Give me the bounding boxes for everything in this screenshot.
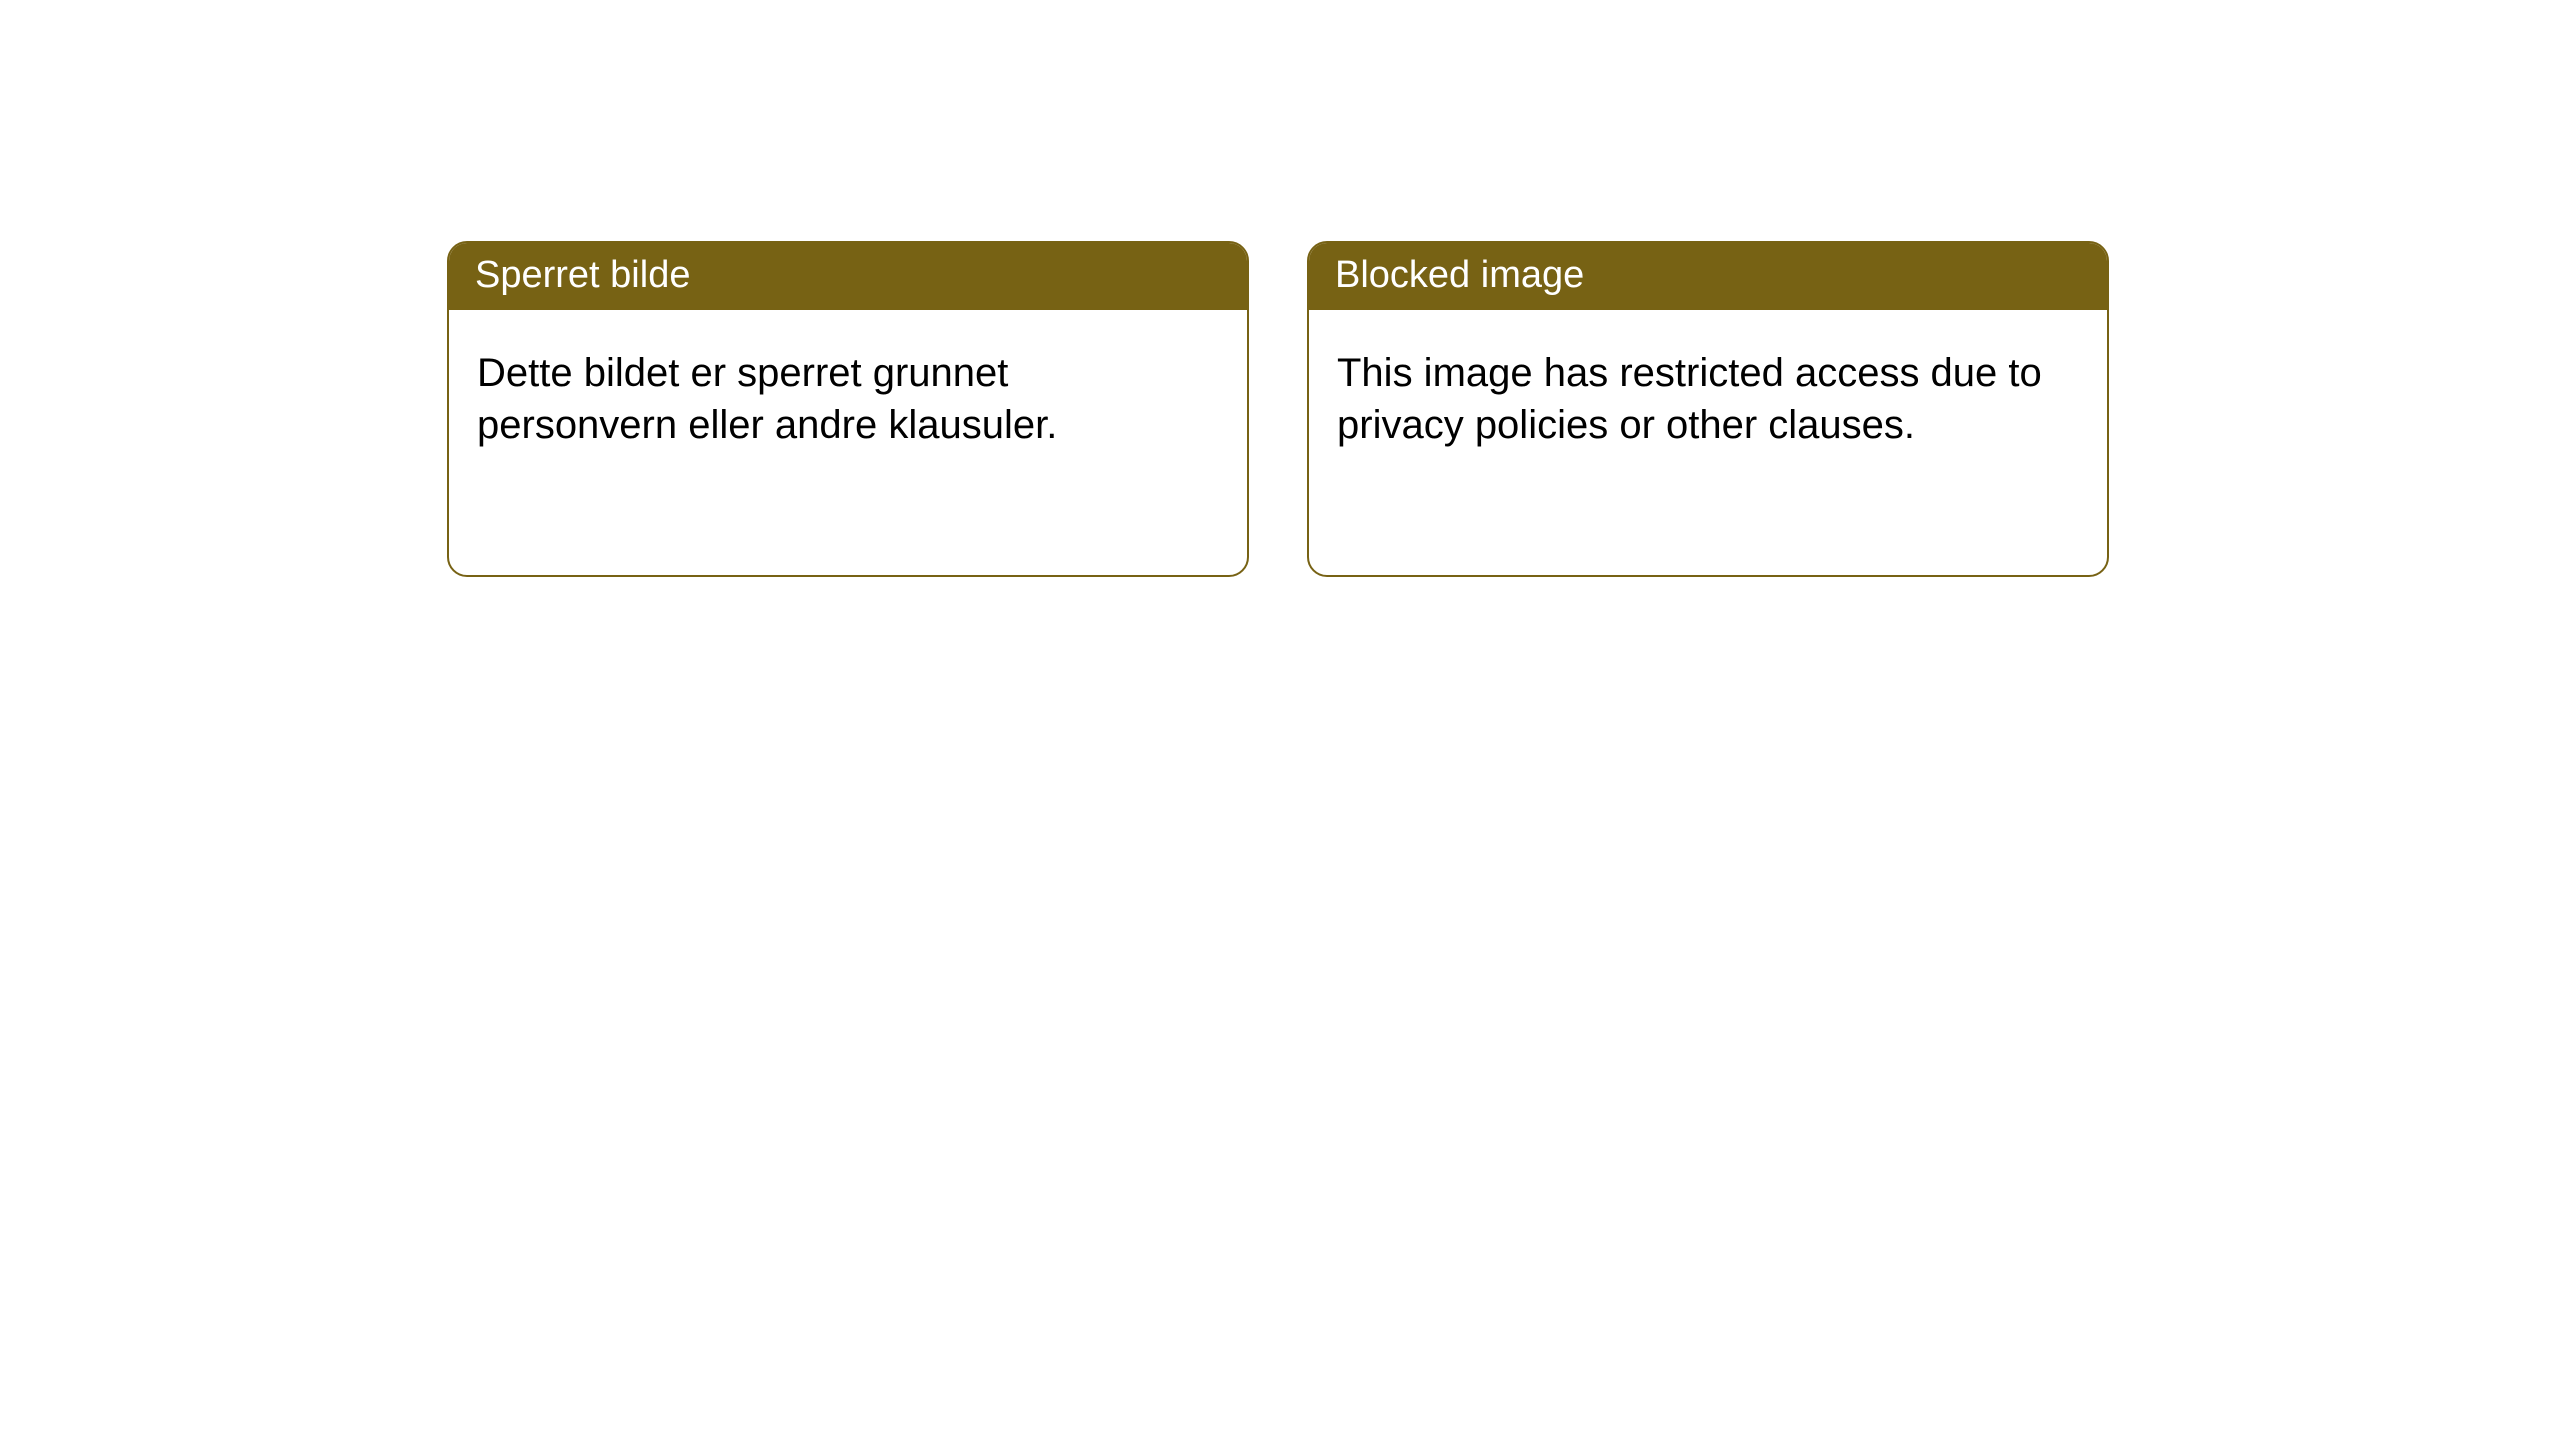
- notice-header: Blocked image: [1309, 243, 2107, 310]
- notice-box-norwegian: Sperret bilde Dette bildet er sperret gr…: [447, 241, 1249, 577]
- notice-header: Sperret bilde: [449, 243, 1247, 310]
- notice-body: Dette bildet er sperret grunnet personve…: [449, 310, 1247, 489]
- notice-body: This image has restricted access due to …: [1309, 310, 2107, 489]
- notice-container: Sperret bilde Dette bildet er sperret gr…: [0, 0, 2560, 577]
- notice-box-english: Blocked image This image has restricted …: [1307, 241, 2109, 577]
